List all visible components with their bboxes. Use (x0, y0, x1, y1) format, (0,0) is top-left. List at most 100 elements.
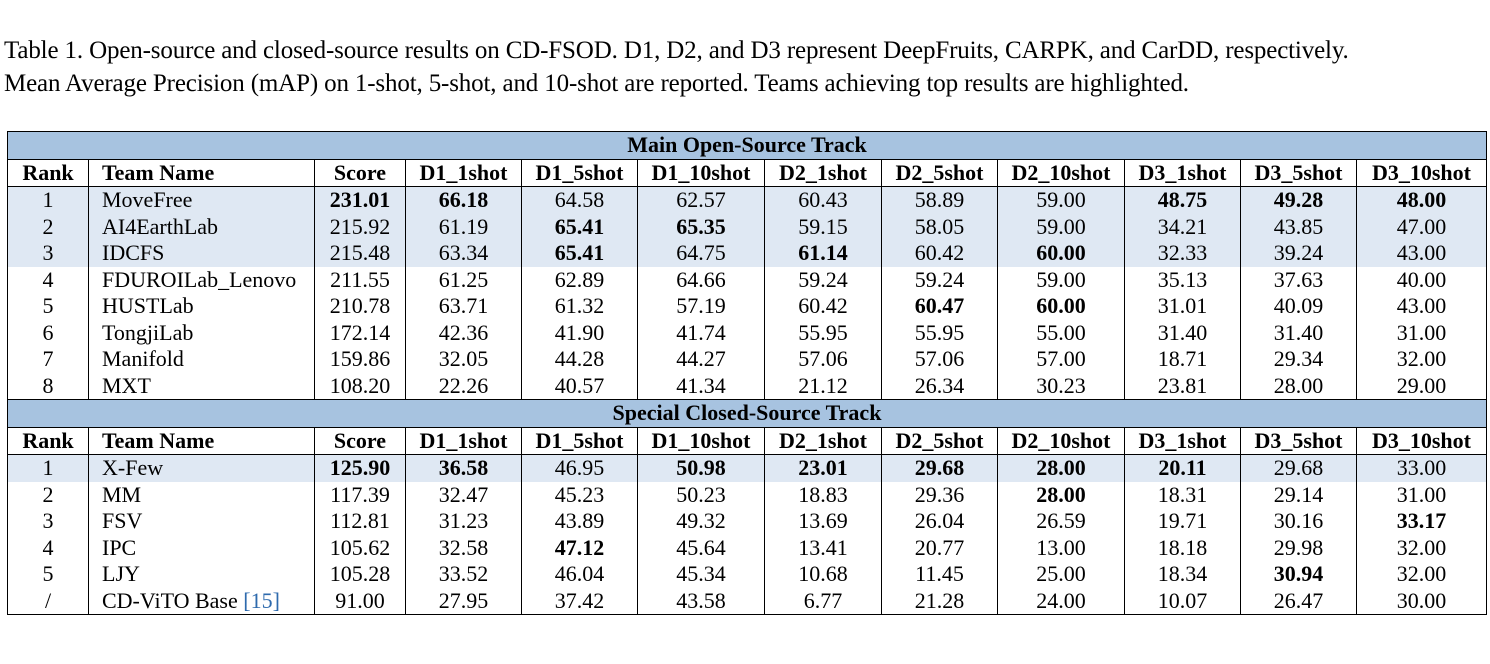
column-header: D3_5shot (1240, 158, 1357, 187)
value-cell: 57.06 (764, 346, 882, 373)
value-cell: 57.00 (997, 346, 1125, 373)
value-cell: 64.58 (521, 186, 638, 214)
value-cell: 44.28 (521, 346, 638, 373)
column-header: D3_5shot (1240, 426, 1357, 455)
team-name-cell: AI4EarthLab (88, 213, 315, 240)
team-name: CD-ViTO Base (102, 587, 238, 613)
value-cell: 44.27 (637, 346, 765, 373)
caption-line-2: Mean Average Precision (mAP) on 1-shot, … (4, 70, 1189, 97)
team-name-cell: LJY (88, 561, 315, 588)
value-cell: 172.14 (314, 319, 406, 346)
value-cell: 59.00 (997, 213, 1125, 240)
value-cell: 65.35 (637, 213, 765, 240)
value-cell: 29.34 (1240, 346, 1357, 373)
column-header: D3_10shot (1356, 426, 1487, 455)
value-cell: 47.12 (521, 534, 638, 561)
caption-line-1: Table 1. Open-source and closed-source r… (4, 37, 1349, 64)
value-cell: 117.39 (314, 481, 406, 508)
value-cell: 55.95 (764, 319, 882, 346)
value-cell: 108.20 (314, 372, 406, 400)
value-cell: 112.81 (314, 508, 406, 535)
team-name-cell: MoveFree (88, 186, 315, 214)
value-cell: 60.42 (764, 293, 882, 320)
value-cell: 40.09 (1240, 293, 1357, 320)
value-cell: 30.00 (1356, 587, 1487, 615)
column-header: D1_5shot (521, 158, 638, 187)
value-cell: 61.19 (405, 213, 522, 240)
value-cell: 50.98 (637, 454, 765, 482)
value-cell: 18.83 (764, 481, 882, 508)
value-cell: 58.05 (881, 213, 998, 240)
value-cell: 10.68 (764, 561, 882, 588)
value-cell: 39.24 (1240, 240, 1357, 267)
value-cell: 26.04 (881, 508, 998, 535)
value-cell: 42.36 (405, 319, 522, 346)
value-cell: 57.06 (881, 346, 998, 373)
closed-track-header: Special Closed-Source Track (7, 399, 1487, 428)
column-header: D1_10shot (637, 158, 765, 187)
table-row: 8 MXT 108.20 22.26 40.57 41.34 21.12 26.34 30.23… (7, 372, 1487, 400)
value-cell: 29.36 (881, 481, 998, 508)
value-cell: 215.92 (314, 213, 406, 240)
team-name-cell: X-Few (88, 454, 315, 482)
value-cell: 26.47 (1240, 587, 1357, 615)
value-cell: 49.32 (637, 508, 765, 535)
value-cell: 59.15 (764, 213, 882, 240)
value-cell: 59.24 (881, 266, 998, 293)
value-cell: 13.69 (764, 508, 882, 535)
value-cell: 21.28 (881, 587, 998, 615)
value-cell: 61.14 (764, 240, 882, 267)
value-cell: 63.71 (405, 293, 522, 320)
value-cell: 59.24 (764, 266, 882, 293)
column-header: D2_1shot (764, 426, 882, 455)
rank-cell: 2 (7, 213, 89, 240)
team-name-cell: TongjiLab (88, 319, 315, 346)
value-cell: 33.00 (1356, 454, 1487, 482)
value-cell: 23.81 (1124, 372, 1241, 400)
value-cell: 65.41 (521, 213, 638, 240)
table-row: 6 TongjiLab 172.14 42.36 41.90 41.74 55.95 55.9… (7, 319, 1487, 346)
track-title: Main Open-Source Track (7, 131, 1487, 160)
value-cell: 64.66 (637, 266, 765, 293)
table-row: 1 MoveFree 231.01 66.18 64.58 62.57 60.43 58.89… (7, 186, 1487, 214)
team-name-cell: IDCFS (88, 240, 315, 267)
column-header: D1_1shot (405, 158, 522, 187)
team-name-cell: MM (88, 481, 315, 508)
team-name-cell: IPC (88, 534, 315, 561)
value-cell: 21.12 (764, 372, 882, 400)
column-header: Team Name (88, 426, 315, 455)
track-title: Special Closed-Source Track (7, 399, 1487, 428)
value-cell: 60.00 (997, 293, 1125, 320)
open-track-header: Main Open-Source Track (7, 131, 1487, 160)
value-cell: 43.00 (1356, 240, 1487, 267)
citation-link[interactable]: [15] (243, 587, 280, 613)
value-cell: 35.13 (1124, 266, 1241, 293)
column-header: D2_1shot (764, 158, 882, 187)
value-cell: 26.34 (881, 372, 998, 400)
value-cell: 30.16 (1240, 508, 1357, 535)
value-cell: 19.71 (1124, 508, 1241, 535)
value-cell: 45.64 (637, 534, 765, 561)
table-row: / CD-ViTO Base [15] 91.00 27.95 37.42 43.58 6.… (7, 587, 1487, 615)
rank-cell: 3 (7, 508, 89, 535)
value-cell: 58.89 (881, 186, 998, 214)
column-header: D2_10shot (997, 426, 1125, 455)
value-cell: 28.00 (997, 481, 1125, 508)
value-cell: 60.47 (881, 293, 998, 320)
rank-cell: 1 (7, 186, 89, 214)
value-cell: 33.52 (405, 561, 522, 588)
value-cell: 61.25 (405, 266, 522, 293)
value-cell: 41.74 (637, 319, 765, 346)
value-cell: 27.95 (405, 587, 522, 615)
column-header: Score (314, 426, 406, 455)
value-cell: 105.62 (314, 534, 406, 561)
value-cell: 231.01 (314, 186, 406, 214)
value-cell: 29.68 (881, 454, 998, 482)
column-header: Score (314, 158, 406, 187)
value-cell: 32.00 (1356, 346, 1487, 373)
table-row: 7 Manifold 159.86 32.05 44.28 44.27 57.06 57.06… (7, 346, 1487, 373)
table-row: 2 MM 117.39 32.47 45.23 50.23 18.83 29.36 28.00 1… (7, 481, 1487, 508)
column-header: Rank (7, 158, 89, 187)
value-cell: 18.34 (1124, 561, 1241, 588)
value-cell: 26.59 (997, 508, 1125, 535)
